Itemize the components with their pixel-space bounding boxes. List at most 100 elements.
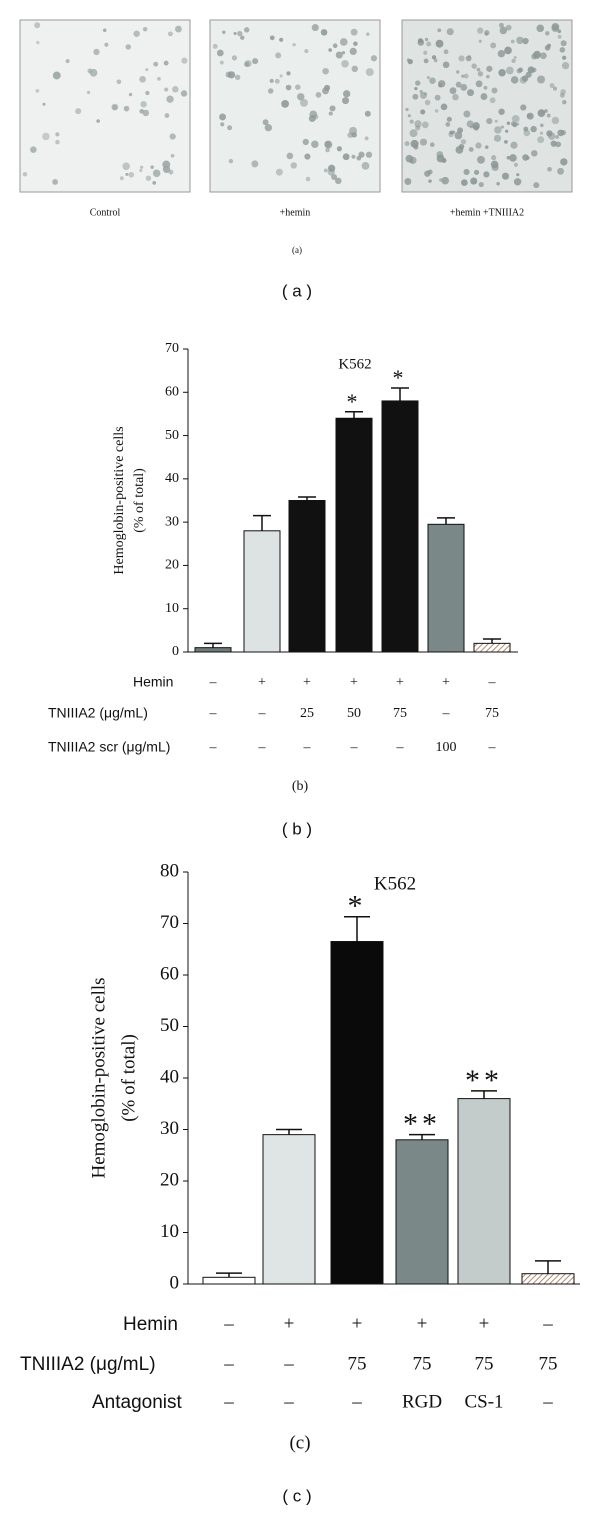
condition-value: – [283, 1353, 294, 1374]
significance-mark: * [348, 890, 367, 923]
condition-value: – [303, 740, 312, 755]
error-bar [216, 1272, 242, 1278]
y-tick-label: 10 [160, 1221, 179, 1242]
panel-label: ( b ) [282, 819, 312, 838]
significance-mark: * [347, 389, 362, 414]
condition-value: 100 [436, 740, 457, 755]
error-bar [535, 1260, 561, 1274]
image-label: Control [90, 207, 121, 218]
y-tick-label: 20 [165, 558, 179, 573]
condition-value: + [258, 675, 266, 690]
condition-value: 75 [393, 706, 407, 721]
condition-value: – [542, 1313, 553, 1334]
bar [521, 1273, 575, 1285]
condition-label: TNIIIA2 (μg/mL) [20, 1354, 156, 1375]
condition-value: 75 [539, 1353, 558, 1374]
y-tick-label: 0 [172, 644, 179, 659]
bar [262, 1134, 316, 1285]
chart-title: K562 [338, 356, 371, 372]
condition-value: 75 [413, 1353, 432, 1374]
error-bar [409, 1133, 435, 1140]
condition-label: Antagonist [92, 1392, 183, 1413]
condition-value: + [396, 675, 404, 690]
y-axis-label: (% of total) [118, 1034, 139, 1122]
error-bar [437, 517, 455, 525]
condition-label: Hemin [133, 674, 173, 690]
bar [288, 500, 326, 653]
error-bar [298, 496, 316, 501]
condition-value: – [258, 740, 267, 755]
condition-value: + [350, 675, 358, 690]
condition-value: – [442, 706, 451, 721]
bar [473, 642, 511, 653]
error-bar [471, 1090, 497, 1099]
caption: (a) [292, 245, 302, 255]
condition-value: + [479, 1313, 490, 1334]
condition-value: 50 [347, 706, 361, 721]
y-axis-label: Hemoglobin-positive cells [88, 977, 109, 1178]
condition-value: CS-1 [464, 1391, 503, 1412]
bar [335, 417, 373, 653]
y-tick-label: 10 [165, 601, 179, 616]
image-label: +hemin +TNIIIA2 [450, 207, 524, 218]
condition-value: – [223, 1313, 234, 1334]
condition-value: + [442, 675, 450, 690]
condition-value: – [396, 740, 405, 755]
y-tick-label: 80 [160, 860, 179, 881]
condition-value: – [283, 1391, 294, 1412]
y-tick-label: 50 [165, 428, 179, 443]
error-bar [345, 411, 363, 419]
significance-mark: * [393, 365, 408, 390]
error-bar [483, 638, 501, 644]
condition-value: – [223, 1353, 234, 1374]
error-bar [204, 642, 222, 648]
condition-label: TNIIIA2 scr (μg/mL) [48, 739, 170, 755]
condition-value: 75 [485, 706, 499, 721]
condition-value: RGD [402, 1391, 442, 1412]
bar [194, 647, 232, 653]
caption: (b) [292, 779, 309, 794]
error-bar [391, 387, 409, 401]
y-tick-label: 40 [165, 471, 179, 486]
micrograph [401, 19, 573, 193]
panel-label: ( a ) [282, 281, 312, 300]
condition-value: + [284, 1313, 295, 1334]
caption: (c) [289, 1432, 310, 1453]
condition-value: – [209, 675, 218, 690]
y-tick-label: 70 [165, 341, 179, 356]
condition-value: + [303, 675, 311, 690]
bar [395, 1139, 449, 1285]
bar [381, 400, 419, 653]
condition-value: 75 [348, 1353, 367, 1374]
condition-value: – [350, 740, 359, 755]
condition-value: – [258, 706, 267, 721]
bar [457, 1098, 511, 1285]
y-axis-label: (% of total) [132, 468, 147, 533]
y-tick-label: 20 [160, 1169, 179, 1190]
y-tick-label: 70 [160, 912, 179, 933]
condition-label: Hemin [123, 1314, 178, 1335]
condition-value: – [223, 1391, 234, 1412]
image-label: +hemin [280, 207, 311, 218]
error-bar [253, 514, 271, 531]
condition-value: – [209, 740, 218, 755]
y-tick-label: 60 [165, 385, 179, 400]
condition-value: + [352, 1313, 363, 1334]
condition-value: – [351, 1391, 362, 1412]
significance-mark: ** [403, 1108, 441, 1141]
bar [330, 941, 384, 1285]
condition-value: – [542, 1391, 553, 1412]
bar [427, 523, 465, 653]
error-bar [344, 916, 370, 942]
condition-label: TNIIIA2 (μg/mL) [48, 705, 148, 721]
bar [243, 530, 281, 653]
y-tick-label: 50 [160, 1015, 179, 1036]
bar [202, 1276, 256, 1285]
y-tick-label: 30 [160, 1118, 179, 1139]
y-tick-label: 60 [160, 963, 179, 984]
condition-value: – [488, 675, 497, 690]
significance-mark: ** [465, 1064, 503, 1097]
y-axis-label: Hemoglobin-positive cells [112, 426, 127, 574]
condition-value: + [417, 1313, 428, 1334]
